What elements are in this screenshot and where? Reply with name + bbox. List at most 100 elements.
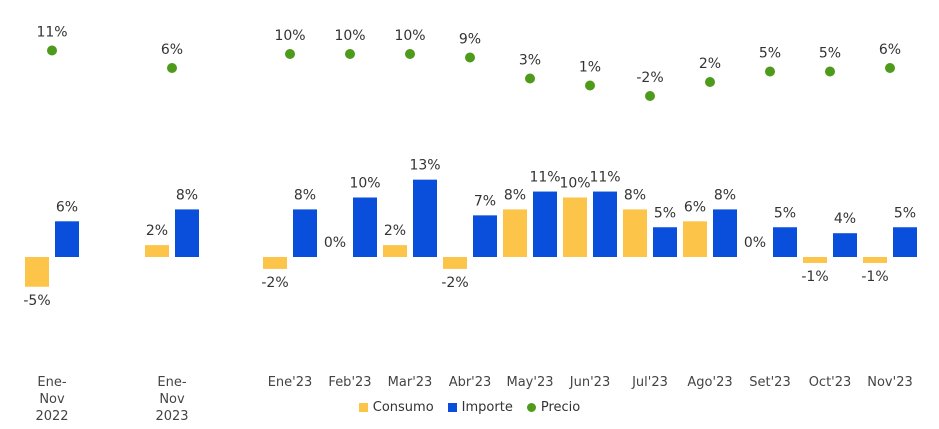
x-tick-label: Ene'23 — [267, 375, 313, 390]
value-label: 8% — [504, 187, 526, 203]
value-label: 0% — [324, 235, 346, 251]
bar — [713, 209, 737, 257]
legend-item: Consumo — [358, 400, 434, 415]
value-label: 11% — [36, 25, 67, 41]
dot — [47, 45, 57, 56]
value-label: 10% — [334, 28, 365, 44]
legend-label: Importe — [461, 400, 513, 415]
bar — [653, 227, 677, 257]
x-tick-label: Nov'23 — [867, 375, 913, 390]
legend-item: Importe — [447, 400, 513, 415]
x-tick-label: Abr'23 — [448, 375, 492, 390]
dot — [167, 63, 177, 73]
bar — [773, 227, 797, 257]
value-label: 5% — [819, 46, 841, 62]
x-tick-label: Oct'23 — [808, 375, 852, 390]
bar — [893, 227, 917, 257]
bar — [263, 257, 287, 269]
value-label: 10% — [559, 176, 590, 192]
bar — [383, 245, 407, 257]
dot — [465, 52, 475, 63]
dot — [765, 66, 775, 77]
bar — [863, 257, 887, 263]
bar — [593, 191, 617, 257]
dot — [345, 49, 355, 59]
value-label: 8% — [624, 187, 646, 203]
value-label: 8% — [294, 187, 316, 203]
value-label: 11% — [529, 170, 560, 186]
legend-label: Consumo — [372, 400, 434, 415]
bar — [533, 191, 557, 257]
value-label: 10% — [274, 28, 305, 44]
value-label: 11% — [589, 170, 620, 186]
x-tick-label: Ago'23 — [687, 375, 733, 390]
value-label: 13% — [409, 158, 440, 174]
bar — [175, 209, 199, 257]
bar — [623, 209, 647, 257]
value-label: 6% — [161, 42, 183, 58]
value-label: 3% — [519, 53, 541, 69]
value-label: 5% — [654, 205, 676, 221]
value-label: 6% — [684, 199, 706, 215]
value-label: -5% — [23, 293, 50, 309]
value-label: 5% — [759, 46, 781, 62]
bar — [683, 221, 707, 257]
bar — [503, 209, 527, 257]
dot — [525, 73, 535, 84]
x-tick-label: Jun'23 — [569, 375, 611, 390]
value-label: 8% — [714, 187, 736, 203]
legend-swatch — [526, 403, 536, 412]
value-label: -2% — [261, 275, 288, 291]
value-label: 8% — [176, 187, 198, 203]
legend: Consumo Importe Precio — [0, 400, 939, 415]
bar — [833, 233, 857, 257]
dot — [825, 66, 835, 77]
bar — [473, 215, 497, 257]
value-label: 5% — [894, 205, 916, 221]
legend-swatch — [358, 403, 368, 412]
bar — [353, 197, 377, 257]
bar — [293, 209, 317, 257]
value-label: 0% — [744, 235, 766, 251]
x-tick-label: May'23 — [506, 375, 554, 390]
x-tick-label: Feb'23 — [328, 375, 372, 390]
value-label: -1% — [801, 269, 828, 285]
value-label: 7% — [474, 193, 496, 209]
value-label: 6% — [879, 42, 901, 58]
legend-swatch — [447, 403, 457, 412]
value-label: -2% — [636, 70, 663, 86]
value-label: 5% — [774, 205, 796, 221]
value-label: 6% — [56, 199, 78, 215]
x-tick-label: Mar'23 — [387, 375, 433, 390]
dot — [705, 77, 715, 87]
bar — [443, 257, 467, 269]
value-label: 1% — [579, 60, 601, 76]
legend-item: Precio — [526, 400, 581, 415]
bar — [563, 197, 587, 257]
x-tick-label: Set'23 — [749, 375, 791, 390]
value-label: -1% — [861, 269, 888, 285]
value-label: 2% — [384, 223, 406, 239]
value-label: 2% — [146, 223, 168, 239]
x-tick-label: Ene- Nov 2022 — [35, 375, 69, 424]
value-label: 10% — [349, 176, 380, 192]
dot — [585, 80, 595, 91]
value-label: 10% — [394, 28, 425, 44]
value-label: 2% — [699, 56, 721, 72]
value-label: 4% — [834, 211, 856, 227]
bar — [145, 245, 169, 257]
dot — [405, 49, 415, 59]
bar — [803, 257, 827, 263]
dot — [645, 91, 655, 101]
x-tick-label: Jul'23 — [632, 375, 668, 390]
dot — [285, 49, 295, 59]
value-label: -2% — [441, 275, 468, 291]
bar — [413, 179, 437, 257]
x-tick-label: Ene- Nov 2023 — [155, 375, 189, 424]
bar — [25, 257, 49, 287]
bar — [55, 221, 79, 257]
legend-label: Precio — [540, 400, 581, 415]
dot — [885, 63, 895, 73]
